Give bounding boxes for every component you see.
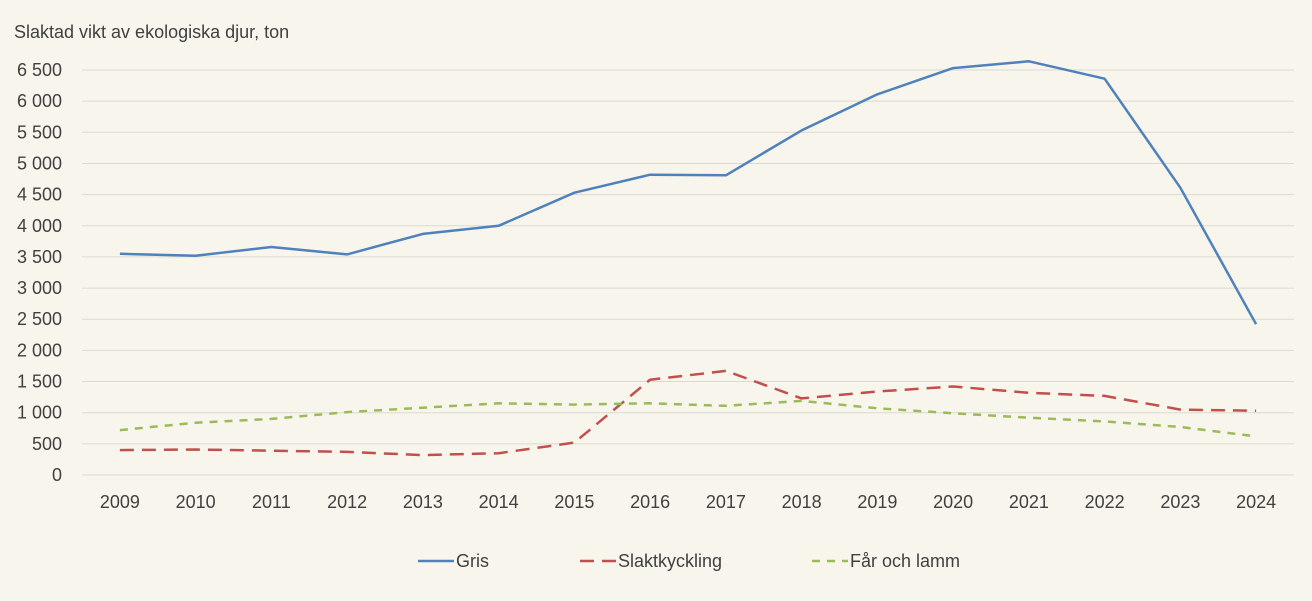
y-tick-label: 3 000 <box>17 278 62 298</box>
x-tick-label: 2023 <box>1160 492 1200 512</box>
y-tick-label: 6 000 <box>17 91 62 111</box>
y-axis-ticks: 0 500 1 000 1 500 2 000 2 500 3 000 3 500 4 000 4… <box>17 60 62 485</box>
x-tick-label: 2019 <box>857 492 897 512</box>
legend-label: Slaktkyckling <box>618 551 722 571</box>
x-tick-label: 2013 <box>403 492 443 512</box>
series-line-1 <box>119 369 1257 457</box>
y-tick-label: 3 500 <box>17 247 62 267</box>
x-tick-label: 2010 <box>176 492 216 512</box>
x-tick-label: 2017 <box>706 492 746 512</box>
y-tick-label: 1 500 <box>17 372 62 392</box>
y-tick-label: 2 000 <box>17 340 62 360</box>
legend-label: Får och lamm <box>850 551 960 571</box>
x-tick-label: 2022 <box>1085 492 1125 512</box>
series-lines <box>119 60 1258 457</box>
x-tick-label: 2015 <box>554 492 594 512</box>
legend-label: Gris <box>456 551 489 571</box>
y-tick-label: 500 <box>32 434 62 454</box>
legend: Gris Slaktkyckling Får och lamm <box>418 551 960 571</box>
series-line-0 <box>119 60 1258 325</box>
x-tick-label: 2020 <box>933 492 973 512</box>
y-tick-label: 6 500 <box>17 60 62 80</box>
y-tick-label: 1 000 <box>17 403 62 423</box>
x-tick-label: 2016 <box>630 492 670 512</box>
gridlines <box>82 69 1294 476</box>
y-tick-label: 2 500 <box>17 309 62 329</box>
chart-title: Slaktad vikt av ekologiska djur, ton <box>14 22 289 42</box>
y-tick-label: 0 <box>52 465 62 485</box>
x-tick-label: 2009 <box>100 492 140 512</box>
x-tick-label: 2018 <box>782 492 822 512</box>
x-tick-label: 2011 <box>252 492 291 512</box>
series-line-2 <box>119 399 1257 438</box>
y-tick-label: 5 500 <box>17 122 62 142</box>
x-tick-label: 2012 <box>327 492 367 512</box>
y-tick-label: 4 500 <box>17 185 62 205</box>
x-axis-ticks: 2009 2010 2011 2012 2013 2014 2015 2016 2017 2018… <box>100 492 1276 512</box>
x-tick-label: 2021 <box>1009 492 1049 512</box>
x-tick-label: 2014 <box>479 492 519 512</box>
x-tick-label: 2024 <box>1236 492 1276 512</box>
y-tick-label: 4 000 <box>17 216 62 236</box>
y-tick-label: 5 000 <box>17 153 62 173</box>
